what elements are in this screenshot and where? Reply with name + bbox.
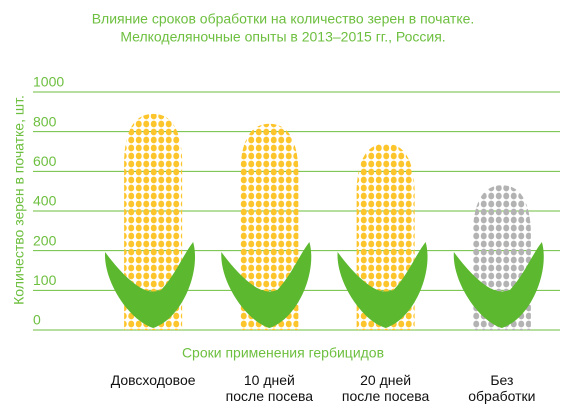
x-tick-label: Довсходовое (110, 372, 196, 388)
y-tick-label: 100 (33, 272, 57, 288)
y-tick-label: 1000 (33, 74, 64, 90)
chart-title: Влияние сроков обработки на количество з… (92, 11, 475, 27)
y-tick-label: 600 (33, 153, 57, 169)
y-tick-label: 400 (33, 193, 57, 209)
corn-leaves (221, 242, 312, 328)
y-tick-label: 800 (33, 113, 57, 129)
y-tick-label: 0 (33, 312, 41, 328)
x-tick-label: Без обработки (468, 372, 536, 404)
corn-cob (240, 123, 299, 330)
corn-leaves (453, 242, 544, 328)
x-axis-title: Сроки применения гербицидов (182, 345, 384, 361)
corn-leaves (337, 242, 428, 328)
x-tick-label: 10 дней после посева (225, 372, 314, 404)
y-axis-title: Количество зерен в початке, шт. (11, 95, 27, 305)
corn-cob (124, 113, 183, 330)
y-tick-label: 200 (33, 232, 57, 248)
x-tick-label: 20 дней после посева (341, 372, 430, 404)
corn-leaves (105, 242, 196, 328)
chart-subtitle: Мелкоделяночные опыты в 2013–2015 гг., Р… (120, 29, 445, 45)
